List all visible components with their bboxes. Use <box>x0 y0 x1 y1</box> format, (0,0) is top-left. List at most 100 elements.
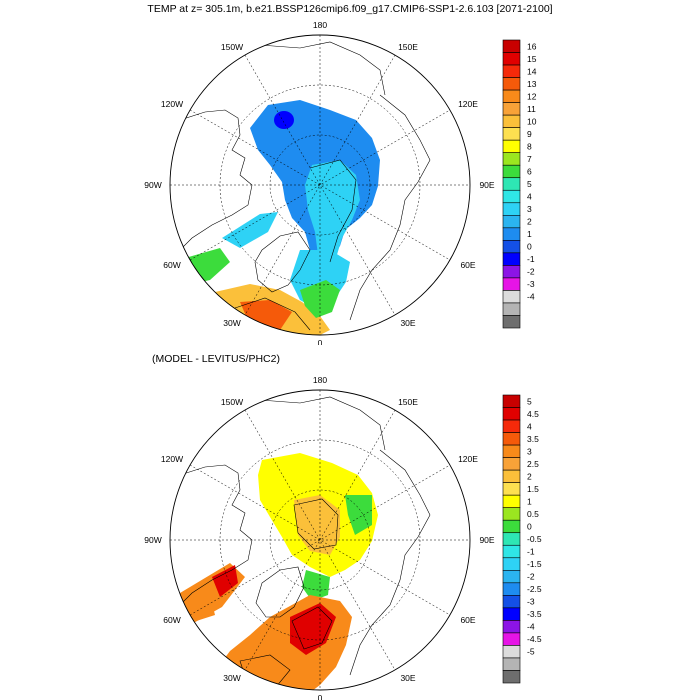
colorbar-swatch <box>502 139 521 153</box>
colorbar-swatch <box>502 444 521 458</box>
colorbar-label: 3 <box>527 446 532 456</box>
colorbar-swatch <box>502 290 521 304</box>
colorbar-label: 13 <box>527 79 537 89</box>
colorbar-swatch <box>502 419 521 433</box>
longitude-label-top: 180 <box>313 375 327 385</box>
colorbar-swatch <box>502 582 521 596</box>
longitude-label-left: 90W <box>144 180 161 190</box>
contour-line <box>293 498 339 550</box>
colorbar-swatch <box>502 570 521 584</box>
colorbar-swatch <box>502 39 521 53</box>
longitude-label-bottom: 0 <box>318 338 323 345</box>
map-boundary <box>169 34 471 336</box>
colorbar-label: -2.5 <box>527 584 542 594</box>
colorbar-label: 0 <box>527 242 532 252</box>
longitude-label-bottom: 0 <box>318 693 323 700</box>
colorbar-swatch <box>502 114 521 128</box>
colorbar-label: 6 <box>527 166 532 176</box>
colorbar-swatch <box>502 457 521 471</box>
colorbar-swatch <box>502 252 521 266</box>
colorbar-label: 3.5 <box>527 434 539 444</box>
polar-map-difference: 180 150W 150E 120W 120E 90W 90E 60W 60E 30W 30E 0 5… <box>144 375 542 700</box>
colorbar-label: -4 <box>527 292 535 302</box>
colorbar-label: 5 <box>527 179 532 189</box>
land-outline-north-america <box>177 464 253 608</box>
colorbar-label: -2 <box>527 267 535 277</box>
colorbar-label: 2.5 <box>527 459 539 469</box>
colorbar-swatch <box>502 519 521 534</box>
colorbar-label: 0.5 <box>527 509 539 519</box>
colorbar-label: -1 <box>527 254 535 264</box>
longitude-label-right-low: 60E <box>460 615 475 625</box>
colorbar-swatch <box>502 189 521 204</box>
colorbar-label: 2 <box>527 217 532 227</box>
land-outline-eurasia <box>349 94 431 321</box>
colorbar-label: -3 <box>527 597 535 607</box>
colorbar-label: 4.5 <box>527 409 539 419</box>
map-interior <box>177 396 431 690</box>
colorbar-swatch <box>502 315 521 329</box>
colorbar-label: 16 <box>527 41 537 51</box>
colorbar-swatch <box>502 302 521 316</box>
colorbar-swatch <box>502 77 521 91</box>
longitude-label-right: 90E <box>479 180 494 190</box>
graticule <box>170 35 470 335</box>
longitude-labels: 180 150W 150E 120W 120E 90W 90E 60W 60E 30W 30E 0 <box>144 20 495 345</box>
colorbar-label: 15 <box>527 54 537 64</box>
colorbar-label: -1.5 <box>527 559 542 569</box>
difference-subtitle: (MODEL - LEVITUS/PHC2) <box>152 353 280 365</box>
colorbar-swatch <box>502 670 521 684</box>
colorbar-label: 14 <box>527 66 537 76</box>
colorbar-swatch <box>502 432 521 446</box>
land-outline-greenland <box>254 231 311 293</box>
colorbar-swatch <box>502 394 521 408</box>
colorbar-swatch <box>502 152 521 166</box>
colorbar-label: 3 <box>527 204 532 214</box>
colorbar-label: 1.5 <box>527 484 539 494</box>
colorbar-swatch <box>502 177 521 191</box>
colorbar-label: 7 <box>527 154 532 164</box>
colorbar-swatch <box>502 240 521 254</box>
field-atlantic <box>212 595 352 690</box>
longitude-label-lower-right: 30E <box>400 673 415 683</box>
colorbar-label: 10 <box>527 116 537 126</box>
colorbar-label: 4 <box>527 421 532 431</box>
contour-line <box>309 159 357 263</box>
colorbar: 5 4.5 4 3.5 3 2.5 2 1.5 1 0.5 0 -0.5 -1 -1.5 -2 -2.5 -3 -… <box>502 394 542 684</box>
colorbar-swatch <box>502 494 521 508</box>
colorbar-swatch <box>502 64 521 78</box>
land-outline-north-america <box>177 109 253 253</box>
colorbar-label: -2 <box>527 572 535 582</box>
longitude-label-upper-right: 150E <box>398 42 418 52</box>
map-interior <box>177 41 431 335</box>
longitude-label-left-low: 60W <box>163 260 180 270</box>
land-outline-siberia <box>259 396 386 451</box>
longitude-label-lower-left: 30W <box>223 318 240 328</box>
colorbar-swatch <box>502 469 521 483</box>
longitude-label-upper-left: 150W <box>221 42 243 52</box>
colorbar-label: 0 <box>527 521 532 531</box>
colorbar-swatch <box>502 202 521 216</box>
field-baffin <box>222 212 278 248</box>
colorbar-swatch <box>502 227 521 241</box>
field-greenland-sea <box>302 570 330 601</box>
contour-line <box>234 297 311 331</box>
colorbar-swatch <box>502 595 521 609</box>
colorbar-label: 9 <box>527 129 532 139</box>
colorbar-label: -3.5 <box>527 609 542 619</box>
field-central <box>294 495 340 555</box>
longitude-label-left-high: 120W <box>161 99 183 109</box>
colorbar-label: 1 <box>527 229 532 239</box>
colorbar-swatch <box>502 102 521 116</box>
longitude-label-lower-right: 30E <box>400 318 415 328</box>
colorbar-swatch <box>502 277 521 291</box>
colorbar-label: -0.5 <box>527 534 542 544</box>
colorbar-swatch <box>502 164 521 179</box>
land-outline-siberia <box>259 41 386 96</box>
colorbar-swatch <box>502 657 521 671</box>
colorbar-swatch <box>502 127 521 141</box>
colorbar-swatch <box>502 557 521 571</box>
colorbar-swatch <box>502 265 521 279</box>
